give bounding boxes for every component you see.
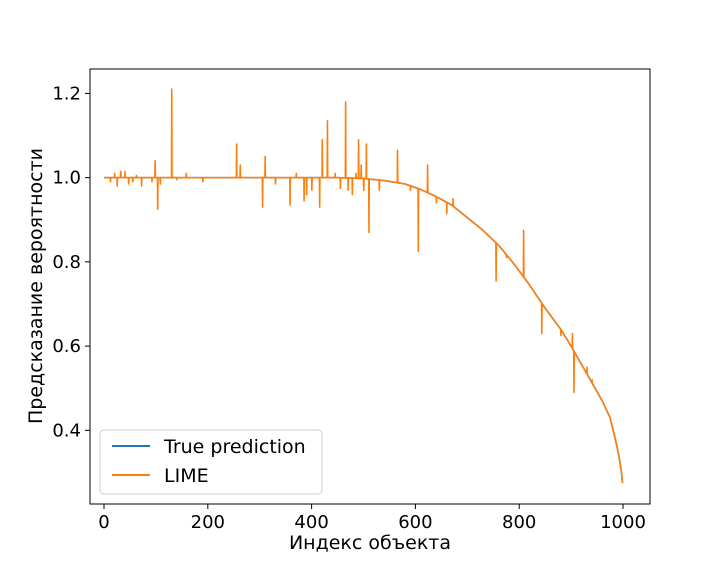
legend-label-true-prediction: True prediction [163, 436, 306, 458]
y-axis-label: Предсказание вероятности [25, 148, 47, 424]
y-tick-label: 0.4 [52, 420, 81, 441]
x-tick-label: 600 [398, 512, 432, 533]
legend-box [99, 429, 323, 495]
x-tick-label: 200 [191, 512, 225, 533]
x-axis-label: Индекс объекта [289, 532, 451, 554]
series-line-lime [103, 88, 624, 484]
y-tick-label: 1.2 [52, 83, 81, 104]
y-tick-label: 0.8 [52, 252, 81, 273]
x-tick-label: 400 [294, 512, 328, 533]
legend: True prediction LIME [99, 429, 323, 495]
x-tick-label: 0 [98, 512, 109, 533]
x-tick-label: 1000 [600, 512, 646, 533]
legend-label-lime: LIME [164, 465, 209, 487]
y-tick-label: 0.6 [52, 336, 81, 357]
y-tick-label: 1.0 [52, 168, 81, 189]
plot-frame [89, 68, 651, 505]
x-tick-label: 800 [502, 512, 536, 533]
